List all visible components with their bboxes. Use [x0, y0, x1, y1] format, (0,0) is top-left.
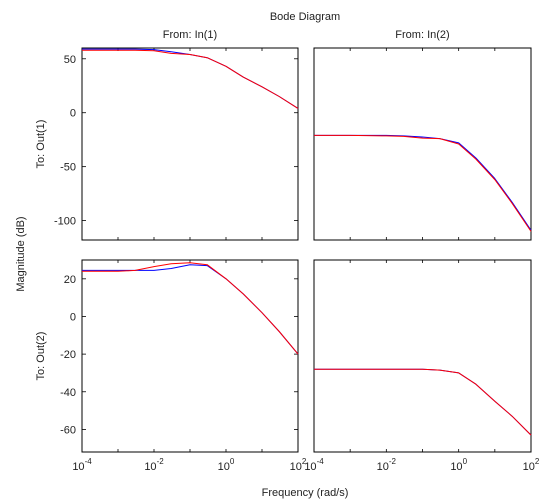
x-tick-label: 10-2: [377, 457, 397, 473]
series-line: [82, 49, 299, 109]
x-tick-label: 100: [450, 457, 467, 473]
x-tick-label: 102: [523, 457, 540, 473]
row-label: To: Out(2): [35, 332, 47, 381]
axes-box: [313, 47, 532, 241]
chart-title: Bode Diagram: [270, 11, 340, 23]
y-tick-label: 0: [70, 108, 76, 120]
subplot-grid: 50 0 -50 -100 From: In(1) To: Out(1) From: In(…: [35, 29, 540, 473]
subplot-1: 50 0 -50 -100 From: In(1) To: Out(1): [35, 29, 299, 241]
series-line: [314, 368, 532, 436]
x-tick-label: 10-4: [72, 457, 92, 473]
y-tick-label: -40: [60, 387, 76, 399]
y-axis-label: Magnitude (dB): [15, 216, 27, 291]
axes-box: [81, 47, 299, 241]
x-tick-label: 10-4: [304, 457, 324, 473]
subplot-2: From: In(2): [313, 29, 532, 241]
subplot-3: 20 0 -20 -40 -60 10-4 10-2 100 102 To: Out(2): [35, 259, 307, 473]
y-tick-label: 50: [64, 54, 76, 66]
y-tick-label: -60: [60, 424, 76, 436]
column-label: From: In(2): [395, 29, 449, 41]
row-label: To: Out(1): [35, 120, 47, 169]
column-label: From: In(1): [163, 29, 217, 41]
x-tick-label: 10-2: [144, 457, 164, 473]
y-tick-label: 20: [64, 274, 76, 286]
x-axis-label: Frequency (rad/s): [262, 487, 349, 499]
y-tick-label: -50: [60, 162, 76, 174]
axes-box: [81, 259, 299, 453]
y-tick-label: -100: [54, 216, 76, 228]
x-tick-label: 102: [290, 457, 307, 473]
axes-box: [313, 259, 532, 453]
x-tick-label: 100: [218, 457, 235, 473]
subplot-4: 10-4 10-2 100 102: [304, 259, 540, 473]
series-line: [82, 262, 299, 355]
y-tick-label: 0: [70, 311, 76, 323]
y-tick-label: -20: [60, 349, 76, 361]
series-line: [314, 134, 532, 232]
